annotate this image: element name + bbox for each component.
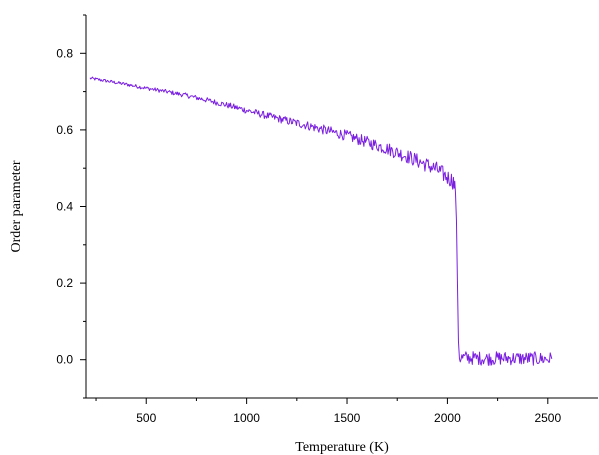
series-layer	[89, 76, 553, 366]
y-axis-label: Order parameter	[9, 160, 24, 252]
x-tick-label: 500	[136, 411, 156, 425]
x-axis-label: Temperature (K)	[295, 440, 389, 455]
y-tick-label: 0.4	[56, 200, 73, 214]
ticks	[80, 14, 549, 404]
y-tick-label: 0.8	[56, 46, 73, 60]
y-tick-label: 0.6	[56, 123, 73, 137]
axes	[85, 15, 598, 399]
x-tick-label: 2000	[434, 411, 461, 425]
x-tick-label: 1000	[233, 411, 260, 425]
x-tick-label: 2500	[534, 411, 561, 425]
y-tick-label: 0.2	[56, 276, 73, 290]
x-tick-label: 1500	[334, 411, 361, 425]
y-tick-label: 0.0	[56, 353, 73, 367]
tick-labels: 500 1000 1500 2000 2500 0.0 0.2 0.4 0.6 0.8	[56, 46, 561, 425]
series-line	[89, 76, 553, 366]
